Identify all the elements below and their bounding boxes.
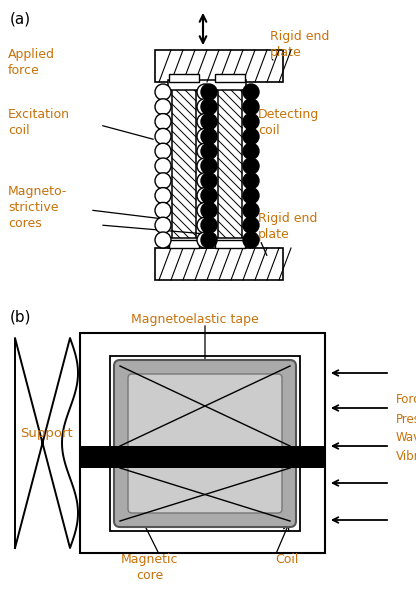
Bar xyxy=(155,248,283,280)
Circle shape xyxy=(243,203,259,218)
Bar xyxy=(169,74,199,82)
Text: Magnetic
core: Magnetic core xyxy=(121,553,179,582)
Circle shape xyxy=(155,143,171,159)
Circle shape xyxy=(201,158,217,174)
Circle shape xyxy=(243,143,259,159)
Text: Force/
Pressure/
Wave/
Vibration: Force/ Pressure/ Wave/ Vibration xyxy=(396,393,416,463)
Bar xyxy=(169,240,199,248)
Circle shape xyxy=(197,158,213,174)
Circle shape xyxy=(201,114,217,129)
Text: Magneto-
strictive
cores: Magneto- strictive cores xyxy=(8,185,67,230)
Text: Magnetoelastic tape: Magnetoelastic tape xyxy=(131,313,259,326)
Bar xyxy=(155,50,283,82)
Circle shape xyxy=(197,232,213,248)
Bar xyxy=(168,238,246,248)
Bar xyxy=(215,240,245,248)
Circle shape xyxy=(197,84,213,100)
Circle shape xyxy=(197,99,213,115)
Circle shape xyxy=(243,114,259,129)
Circle shape xyxy=(243,128,259,144)
Text: Excitation
coil: Excitation coil xyxy=(8,108,70,137)
Text: Support: Support xyxy=(20,427,73,439)
Text: Coil: Coil xyxy=(275,553,298,566)
Circle shape xyxy=(197,114,213,129)
Circle shape xyxy=(155,84,171,100)
Circle shape xyxy=(197,188,213,204)
Bar xyxy=(215,74,245,82)
Circle shape xyxy=(155,188,171,204)
Circle shape xyxy=(201,99,217,115)
Circle shape xyxy=(155,128,171,144)
Circle shape xyxy=(243,188,259,204)
Circle shape xyxy=(201,84,217,100)
Circle shape xyxy=(201,232,217,248)
Circle shape xyxy=(243,99,259,115)
Circle shape xyxy=(155,99,171,115)
Circle shape xyxy=(155,203,171,218)
Circle shape xyxy=(243,173,259,189)
Circle shape xyxy=(201,128,217,144)
Circle shape xyxy=(243,217,259,233)
Text: (a): (a) xyxy=(10,12,31,27)
Circle shape xyxy=(155,158,171,174)
Circle shape xyxy=(197,203,213,218)
Circle shape xyxy=(155,173,171,189)
Bar xyxy=(110,356,300,531)
Text: Detecting
coil: Detecting coil xyxy=(258,108,319,137)
Circle shape xyxy=(243,232,259,248)
Circle shape xyxy=(197,143,213,159)
Circle shape xyxy=(243,158,259,174)
Circle shape xyxy=(201,188,217,204)
Text: Rigid end
plate: Rigid end plate xyxy=(258,212,317,241)
Bar xyxy=(80,333,325,553)
Circle shape xyxy=(197,128,213,144)
Circle shape xyxy=(201,173,217,189)
Bar xyxy=(218,82,242,248)
Circle shape xyxy=(155,232,171,248)
FancyBboxPatch shape xyxy=(114,360,296,527)
Circle shape xyxy=(201,217,217,233)
FancyBboxPatch shape xyxy=(128,374,282,513)
Text: (b): (b) xyxy=(10,310,32,325)
Bar xyxy=(168,80,246,90)
Circle shape xyxy=(201,203,217,218)
Circle shape xyxy=(155,114,171,129)
Circle shape xyxy=(243,84,259,100)
Text: Rigid end
plate: Rigid end plate xyxy=(270,30,329,59)
Circle shape xyxy=(155,217,171,233)
Circle shape xyxy=(197,217,213,233)
Bar xyxy=(172,82,196,248)
Text: Applied
force: Applied force xyxy=(8,48,55,77)
Circle shape xyxy=(201,143,217,159)
Bar xyxy=(80,446,325,468)
Circle shape xyxy=(197,173,213,189)
